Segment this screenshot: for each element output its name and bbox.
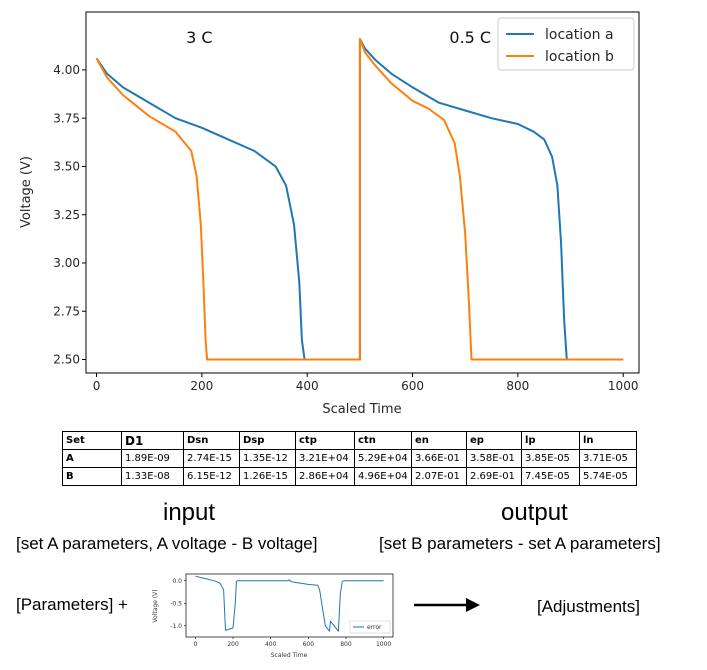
x-tick-label: 1000 [608, 379, 639, 393]
mini-legend-label: error [367, 624, 382, 631]
rate-label-05c: 0.5 C [449, 28, 491, 47]
y-tick-label: 0.0 [172, 578, 182, 585]
cell-ctn: 5.29E+04 [354, 449, 412, 468]
cell-ctp: 2.86E+04 [295, 467, 355, 486]
cell-dsp: 1.26E-15 [239, 467, 296, 486]
x-axis-label: Scaled Time [322, 402, 401, 417]
voltage-chart: 2.50 2.75 3.00 3.25 3.50 3.75 4.00 0 200 400 600 8… [19, 11, 640, 417]
cell-ep: 3.58E-01 [466, 449, 522, 468]
x-tick-label: 800 [506, 379, 529, 393]
rate-label-3c: 3 C [186, 28, 212, 47]
x-tick-label: 200 [227, 641, 239, 648]
cell-en: 2.07E-01 [411, 467, 467, 486]
x-tick-label: 1000 [376, 641, 391, 648]
legend-label-location-b: location b [545, 49, 614, 65]
y-axis-label: Voltage (V) [19, 156, 34, 228]
cell-d1: 1.33E-08 [121, 467, 184, 486]
mini-y-axis-label: Voltage (V) [152, 589, 159, 622]
header-set: Set [62, 431, 122, 450]
mini-x-axis-label: Scaled Time [271, 652, 308, 659]
right-arrow-icon [414, 598, 480, 612]
header-ln: ln [579, 431, 637, 450]
cell-en: 3.66E-01 [411, 449, 467, 468]
parameters-label: [Parameters] + [16, 595, 128, 614]
input-description: [set A parameters, A voltage - B voltage… [16, 534, 318, 553]
cell-ctp: 3.21E+04 [295, 449, 355, 468]
series-line-location-b [95, 38, 624, 361]
header-ctp: ctp [295, 431, 355, 450]
cell-lp: 7.45E-05 [521, 467, 580, 486]
cell-ln: 3.71E-05 [579, 449, 637, 468]
cell-dsp: 1.35E-12 [239, 449, 296, 468]
series-line-error [195, 575, 384, 632]
x-tick-label: 200 [190, 379, 213, 393]
x-tick-label: 400 [296, 379, 319, 393]
parameters-table: Set D1 Dsn Dsp ctp ctn en ep lp ln A 1.8… [62, 431, 637, 486]
y-tick-label: 3.00 [53, 256, 80, 270]
cell-ctn: 4.96E+04 [354, 467, 412, 486]
y-tick-label: 2.50 [53, 353, 80, 367]
header-ep: ep [466, 431, 522, 450]
cell-d1: 1.89E-09 [121, 449, 184, 468]
header-lp: lp [521, 431, 580, 450]
table-row: A 1.89E-09 2.74E-15 1.35E-12 3.21E+04 5.… [62, 449, 637, 468]
cell-ln: 5.74E-05 [579, 467, 637, 486]
y-tick-label: 4.00 [53, 63, 80, 77]
legend-label-location-a: location a [545, 27, 614, 43]
y-tick-label: -0.5 [170, 600, 182, 607]
y-tick-label: 3.50 [53, 160, 80, 174]
y-tick-label: -1.0 [170, 623, 182, 630]
cell-dsn: 6.15E-12 [183, 467, 240, 486]
cell-set: A [62, 449, 122, 468]
plot-area [85, 11, 640, 374]
x-tick-label: 600 [303, 641, 315, 648]
header-en: en [411, 431, 467, 450]
y-tick-label: 2.75 [53, 304, 80, 318]
x-tick-label: 0 [193, 641, 197, 648]
table-row: B 1.33E-08 6.15E-12 1.26E-15 2.86E+04 4.… [62, 467, 637, 486]
cell-ep: 2.69E-01 [466, 467, 522, 486]
legend: location a location b [497, 17, 635, 71]
table-header-row: Set D1 Dsn Dsp ctp ctn en ep lp ln [62, 431, 637, 450]
y-tick-label: 3.75 [53, 111, 80, 125]
header-d1: D1 [121, 431, 184, 450]
cell-dsn: 2.74E-15 [183, 449, 240, 468]
y-tick-label: 3.25 [53, 208, 80, 222]
header-ctn: ctn [354, 431, 412, 450]
mini-legend: error [349, 620, 391, 634]
output-description: [set B parameters - set A parameters] [379, 534, 661, 553]
adjustments-label: [Adjustments] [537, 597, 640, 616]
x-tick-label: 400 [265, 641, 277, 648]
x-tick-label: 800 [340, 641, 352, 648]
x-tick-label: 600 [401, 379, 424, 393]
cell-set: B [62, 467, 122, 486]
error-chart: 0.0 -0.5 -1.0 0 200 400 600 800 1000 Scaled Tim… [152, 573, 394, 659]
input-title: input [163, 499, 216, 526]
header-dsp: Dsp [239, 431, 296, 450]
cell-lp: 3.85E-05 [521, 449, 580, 468]
header-dsn: Dsn [183, 431, 240, 450]
x-tick-label: 0 [93, 379, 101, 393]
output-title: output [501, 499, 568, 526]
